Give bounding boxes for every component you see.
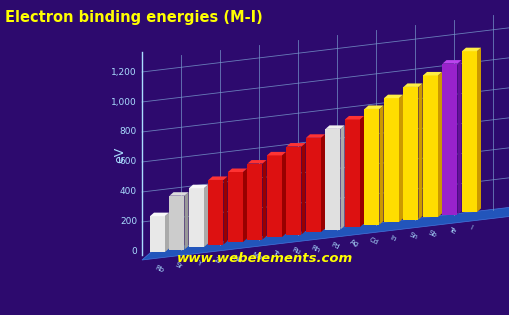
Text: Te: Te [446,226,456,235]
Polygon shape [364,109,379,225]
Polygon shape [286,143,305,146]
Text: Sb: Sb [427,229,437,238]
Polygon shape [344,119,359,227]
Text: Ru: Ru [290,247,301,256]
Polygon shape [169,192,188,196]
Polygon shape [383,98,398,222]
Polygon shape [344,116,363,119]
Text: Electron binding energies (M-I): Electron binding energies (M-I) [5,10,262,25]
Polygon shape [305,134,324,138]
Text: Pd: Pd [329,242,340,250]
Polygon shape [169,196,184,249]
Text: 0: 0 [131,248,137,256]
Polygon shape [383,95,402,98]
Polygon shape [359,116,363,227]
Text: eV: eV [114,146,126,163]
Polygon shape [301,143,305,234]
Text: 800: 800 [120,128,137,136]
Polygon shape [208,180,223,244]
Polygon shape [403,83,421,87]
Polygon shape [461,48,480,51]
Polygon shape [242,169,246,242]
Polygon shape [165,213,168,252]
Text: Rh: Rh [309,244,320,253]
Polygon shape [379,106,383,225]
Text: 1,000: 1,000 [111,98,137,106]
Text: Sn: Sn [407,232,417,241]
Polygon shape [247,163,262,239]
Polygon shape [398,95,402,222]
Polygon shape [403,87,418,220]
Text: Tc: Tc [272,249,280,257]
Polygon shape [184,192,188,249]
Text: 400: 400 [120,187,137,197]
Polygon shape [228,169,246,172]
Polygon shape [150,213,168,216]
Polygon shape [320,134,324,232]
Polygon shape [418,83,421,220]
Polygon shape [189,185,208,188]
Polygon shape [267,155,281,237]
Polygon shape [437,72,441,217]
Polygon shape [228,172,242,242]
Polygon shape [422,72,441,76]
Polygon shape [340,125,344,230]
Polygon shape [208,176,227,180]
Text: Mo: Mo [250,251,263,261]
Text: Cd: Cd [368,237,379,246]
Text: 600: 600 [120,158,137,167]
Text: Zr: Zr [213,256,222,265]
Polygon shape [267,152,286,155]
Polygon shape [476,48,480,212]
Text: Sr: Sr [174,261,183,270]
Polygon shape [325,125,344,129]
Polygon shape [325,129,340,230]
Polygon shape [442,64,457,215]
Polygon shape [422,76,437,217]
Text: In: In [388,234,397,242]
Text: Ag: Ag [349,239,359,248]
Text: www.webelements.com: www.webelements.com [177,252,353,265]
Text: Nb: Nb [232,254,243,264]
Polygon shape [189,188,204,247]
Polygon shape [223,176,227,244]
Polygon shape [150,216,165,252]
Polygon shape [457,60,461,215]
Text: Y: Y [195,259,201,266]
Polygon shape [204,185,208,247]
Polygon shape [364,106,383,109]
Polygon shape [281,152,286,237]
Text: 1,200: 1,200 [111,67,137,77]
Polygon shape [305,138,320,232]
Polygon shape [461,51,476,212]
Polygon shape [247,160,266,163]
Polygon shape [286,146,301,234]
Text: I: I [468,224,473,230]
Polygon shape [442,60,461,64]
Polygon shape [142,206,509,260]
Text: 200: 200 [120,217,137,226]
Polygon shape [262,160,266,239]
Text: Rb: Rb [154,264,164,273]
